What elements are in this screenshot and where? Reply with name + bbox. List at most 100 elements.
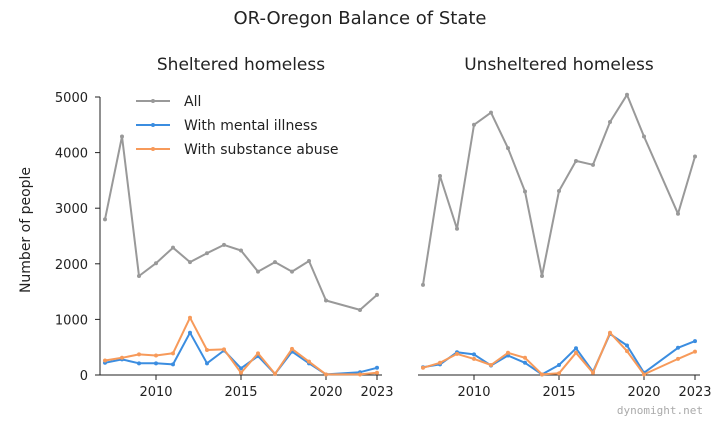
data-point-with-substance-abuse xyxy=(421,365,425,370)
data-point-all xyxy=(506,146,510,151)
data-point-with-substance-abuse xyxy=(120,355,124,360)
data-point-all xyxy=(137,274,141,279)
legend-marker-with-mental-illness xyxy=(151,123,155,127)
x-tick-label: 2020 xyxy=(309,385,342,400)
data-point-all xyxy=(103,217,107,222)
data-point-with-mental-illness xyxy=(171,362,175,367)
data-point-with-substance-abuse xyxy=(239,370,243,375)
data-point-with-substance-abuse xyxy=(693,349,697,354)
panel-title: Sheltered homeless xyxy=(157,55,325,75)
legend-label-all: All xyxy=(184,94,201,110)
data-point-with-mental-illness xyxy=(205,361,209,366)
data-point-with-mental-illness xyxy=(523,360,527,365)
y-tick-label: 3000 xyxy=(55,202,88,217)
data-point-all xyxy=(120,134,124,139)
data-point-with-mental-illness xyxy=(625,343,629,348)
series-line-all xyxy=(104,135,378,311)
data-point-all xyxy=(358,307,362,312)
data-point-all xyxy=(188,260,192,265)
data-point-with-substance-abuse xyxy=(574,350,578,355)
data-point-all xyxy=(693,154,697,159)
data-point-with-substance-abuse xyxy=(625,349,629,354)
legend-label-with-substance-abuse: With substance abuse xyxy=(184,142,339,158)
data-point-all xyxy=(273,260,277,265)
data-point-all xyxy=(171,245,175,250)
data-point-with-substance-abuse xyxy=(103,358,107,363)
data-point-with-substance-abuse xyxy=(591,370,595,375)
data-point-with-mental-illness xyxy=(693,339,697,344)
legend-marker-with-substance-abuse xyxy=(151,147,155,151)
panel-sheltered: Sheltered homeless 2010 2015 2020 2023 0 1000 2… xyxy=(55,55,394,400)
watermark: dynomight.net xyxy=(617,404,703,417)
data-point-with-substance-abuse xyxy=(273,371,277,376)
data-point-all xyxy=(676,211,680,216)
data-point-all xyxy=(205,251,209,256)
data-point-with-substance-abuse xyxy=(523,355,527,360)
y-tick-label: 1000 xyxy=(55,313,88,328)
data-point-with-substance-abuse xyxy=(455,351,459,356)
data-point-with-substance-abuse xyxy=(222,347,226,352)
x-tick-label: 2010 xyxy=(139,385,172,400)
data-point-with-substance-abuse xyxy=(137,352,141,357)
y-tick-label: 4000 xyxy=(55,147,88,162)
data-point-all xyxy=(438,173,442,178)
data-point-all xyxy=(290,269,294,274)
data-point-with-substance-abuse xyxy=(205,347,209,352)
data-point-all xyxy=(239,248,243,253)
data-point-with-mental-illness xyxy=(239,366,243,371)
data-point-all xyxy=(523,189,527,194)
x-tick-label: 2020 xyxy=(627,385,660,400)
data-point-all xyxy=(324,298,328,303)
data-point-all xyxy=(256,269,260,274)
data-point-with-substance-abuse xyxy=(642,372,646,377)
series-line-all xyxy=(422,93,696,286)
data-point-with-substance-abuse xyxy=(358,372,362,377)
data-point-with-substance-abuse xyxy=(472,356,476,361)
data-point-with-substance-abuse xyxy=(489,362,493,367)
data-point-all xyxy=(154,261,158,266)
data-point-all xyxy=(472,122,476,127)
data-point-with-substance-abuse xyxy=(154,353,158,358)
data-point-with-mental-illness xyxy=(137,361,141,366)
data-point-with-substance-abuse xyxy=(290,346,294,351)
series-line-with-substance-abuse xyxy=(104,316,378,376)
legend: All With mental illness With substance abu… xyxy=(136,94,339,158)
data-point-with-substance-abuse xyxy=(676,356,680,361)
legend-label-with-mental-illness: With mental illness xyxy=(184,118,318,134)
data-point-with-substance-abuse xyxy=(506,350,510,355)
y-tick-label: 2000 xyxy=(55,258,88,273)
series-line-with-mental-illness xyxy=(422,332,696,376)
data-point-with-mental-illness xyxy=(557,362,561,367)
y-tick-label: 5000 xyxy=(55,91,88,106)
series-line-with-substance-abuse xyxy=(422,331,696,376)
data-point-with-substance-abuse xyxy=(540,372,544,377)
panel-title: Unsheltered homeless xyxy=(464,55,654,75)
x-tick-label: 2015 xyxy=(542,385,575,400)
panel-unsheltered: Unsheltered homeless 2010 2015 2020 2023 xyxy=(418,55,712,400)
data-point-with-substance-abuse xyxy=(557,371,561,376)
x-tick-label: 2023 xyxy=(360,385,393,400)
data-point-all xyxy=(591,162,595,167)
data-point-with-substance-abuse xyxy=(307,359,311,364)
y-axis-label: Number of people xyxy=(18,167,34,293)
data-point-with-mental-illness xyxy=(472,352,476,357)
data-point-with-mental-illness xyxy=(154,361,158,366)
data-point-all xyxy=(455,226,459,231)
data-point-all xyxy=(307,259,311,264)
data-point-with-substance-abuse xyxy=(171,351,175,356)
data-point-all xyxy=(222,242,226,247)
x-tick-label: 2023 xyxy=(678,385,711,400)
data-point-with-substance-abuse xyxy=(608,330,612,335)
data-point-all xyxy=(375,292,379,297)
y-tick-label: 0 xyxy=(80,369,88,384)
x-tick-label: 2015 xyxy=(224,385,257,400)
legend-marker-all xyxy=(151,99,155,103)
data-point-all xyxy=(557,188,561,193)
data-point-with-substance-abuse xyxy=(324,372,328,377)
figure-title: OR-Oregon Balance of State xyxy=(234,8,487,29)
data-point-with-mental-illness xyxy=(375,365,379,370)
data-point-all xyxy=(625,92,629,97)
data-point-all xyxy=(421,282,425,287)
